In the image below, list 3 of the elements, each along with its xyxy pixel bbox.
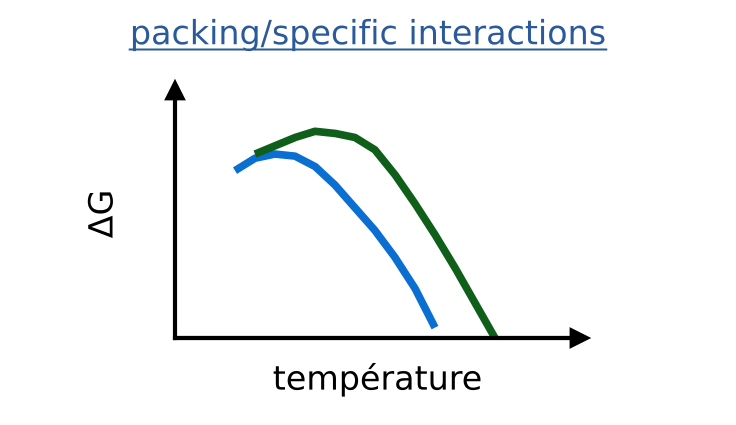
chart-title: packing/specific interactions: [132, 18, 604, 52]
y-axis-title: ΔG: [88, 192, 113, 238]
x-axis-title: température: [274, 363, 480, 397]
